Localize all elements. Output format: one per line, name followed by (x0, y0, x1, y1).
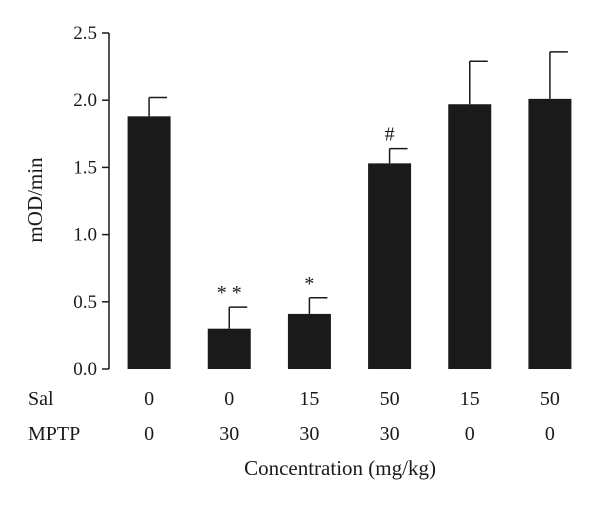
x-axis-title: Concentration (mg/kg) (244, 456, 436, 480)
group-row-value: 30 (219, 423, 239, 445)
bar (127, 116, 171, 369)
group-row-value: 15 (299, 388, 319, 410)
plot-area: 0.0 0.5 1.0 1.5 2.0 2.5 * * * # Sal 0 0 15 50 15 50 MPTP… (28, 23, 572, 445)
y-tick-label: 0.5 (73, 292, 97, 313)
group-row-value: 0 (465, 423, 475, 445)
y-tick-label: 2.5 (73, 23, 97, 44)
group-row-label: MPTP (28, 423, 80, 445)
significance-marker: * * (217, 282, 242, 304)
group-row-value: 50 (540, 388, 560, 410)
group-row-value: 0 (545, 423, 555, 445)
group-row-value: 0 (144, 423, 154, 445)
group-row-value: 0 (224, 388, 234, 410)
y-tick-label: 1.5 (73, 157, 97, 178)
group-row-value: 30 (299, 423, 319, 445)
significance-marker: # (385, 124, 395, 146)
y-axis-title: mOD/min (23, 157, 47, 243)
bar (368, 163, 412, 369)
bar (207, 328, 251, 369)
group-row-value: 30 (380, 423, 400, 445)
significance-marker: * (304, 273, 314, 295)
bar (287, 313, 331, 369)
bar (528, 98, 572, 369)
bar (448, 104, 492, 370)
group-row-label: Sal (28, 388, 54, 410)
y-tick-label: 2.0 (73, 90, 97, 111)
y-tick-label: 0.0 (73, 359, 97, 380)
group-row-value: 50 (380, 388, 400, 410)
group-row-value: 0 (144, 388, 154, 410)
y-tick-label: 1.0 (73, 225, 97, 246)
group-row-value: 15 (460, 388, 480, 410)
